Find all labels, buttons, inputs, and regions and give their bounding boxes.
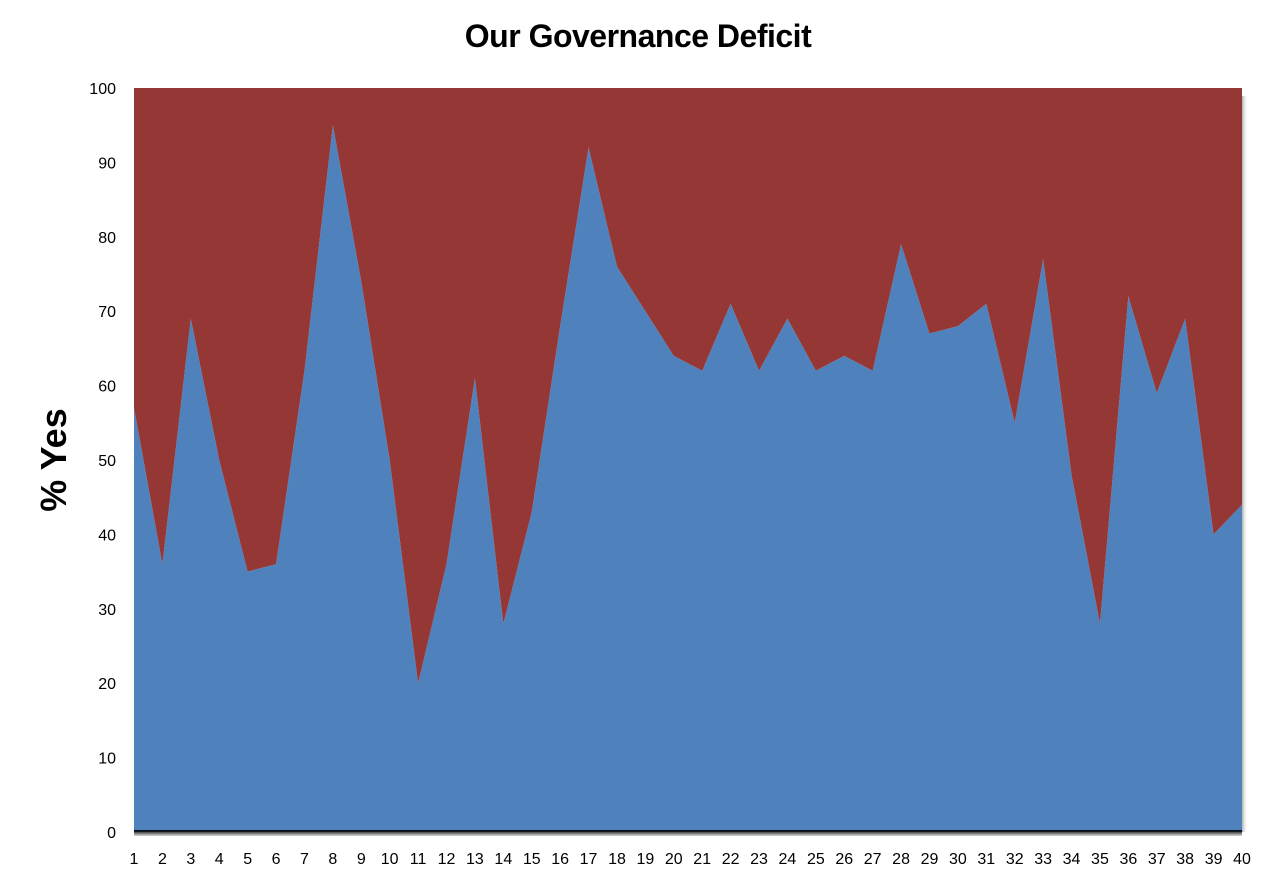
x-tick-label: 1	[130, 851, 139, 868]
y-tick-label: 60	[98, 379, 116, 396]
chart-title: Our Governance Deficit	[464, 18, 812, 54]
x-tick-label: 25	[807, 851, 825, 868]
x-tick-label: 27	[864, 851, 882, 868]
x-tick-label: 28	[892, 851, 910, 868]
x-tick-label: 20	[665, 851, 683, 868]
x-tick-label: 36	[1119, 851, 1137, 868]
x-tick-label: 34	[1063, 851, 1081, 868]
x-tick-label: 4	[215, 851, 224, 868]
x-tick-label: 39	[1205, 851, 1223, 868]
x-tick-label: 2	[158, 851, 167, 868]
x-tick-label: 33	[1034, 851, 1052, 868]
x-tick-label: 13	[466, 851, 484, 868]
y-tick-label: 40	[98, 527, 116, 544]
y-tick-label: 100	[89, 81, 116, 98]
x-tick-label: 40	[1233, 851, 1251, 868]
y-tick-label: 90	[98, 155, 116, 172]
y-tick-label: 20	[98, 676, 116, 693]
plot-floor-shadow	[134, 830, 1242, 836]
y-tick-label: 70	[98, 304, 116, 321]
plot-side-shadow	[1242, 96, 1248, 832]
x-tick-label: 22	[722, 851, 740, 868]
x-tick-label: 8	[328, 851, 337, 868]
x-tick-label: 7	[300, 851, 309, 868]
x-tick-label: 26	[835, 851, 853, 868]
x-tick-label: 30	[949, 851, 967, 868]
x-tick-label: 29	[921, 851, 939, 868]
x-tick-label: 6	[272, 851, 281, 868]
x-tick-label: 9	[357, 851, 366, 868]
x-tick-label: 5	[243, 851, 252, 868]
x-tick-label: 31	[977, 851, 995, 868]
x-tick-labels: 1 2 3 4 5 6 7 8 9 10 11 12 13 14 15 16 17 18 19 20 21 22 23 24 2…	[130, 851, 1251, 868]
x-tick-label: 35	[1091, 851, 1109, 868]
area-series-2	[134, 88, 1242, 684]
x-tick-label: 38	[1176, 851, 1194, 868]
x-tick-label: 3	[186, 851, 195, 868]
y-tick-label: 30	[98, 602, 116, 619]
x-tick-label: 14	[494, 851, 512, 868]
x-tick-label: 15	[523, 851, 541, 868]
x-tick-label: 18	[608, 851, 626, 868]
x-tick-label: 21	[693, 851, 711, 868]
x-tick-label: 32	[1006, 851, 1024, 868]
y-tick-labels: 0 10 20 30 40 50 60 70 80 90 100	[89, 81, 116, 842]
x-tick-label: 17	[580, 851, 598, 868]
y-tick-label: 10	[98, 751, 116, 768]
area-series-1	[134, 125, 1242, 832]
x-tick-label: 10	[381, 851, 399, 868]
x-tick-label: 12	[438, 851, 456, 868]
y-tick-label: 80	[98, 230, 116, 247]
x-tick-label: 16	[551, 851, 569, 868]
x-tick-label: 19	[636, 851, 654, 868]
area-layer	[134, 88, 1248, 836]
y-tick-label: 50	[98, 453, 116, 470]
x-tick-label: 23	[750, 851, 768, 868]
x-tick-label: 24	[779, 851, 797, 868]
x-tick-label: 11	[410, 851, 427, 868]
y-tick-label: 0	[107, 825, 116, 842]
x-tick-label: 37	[1148, 851, 1166, 868]
